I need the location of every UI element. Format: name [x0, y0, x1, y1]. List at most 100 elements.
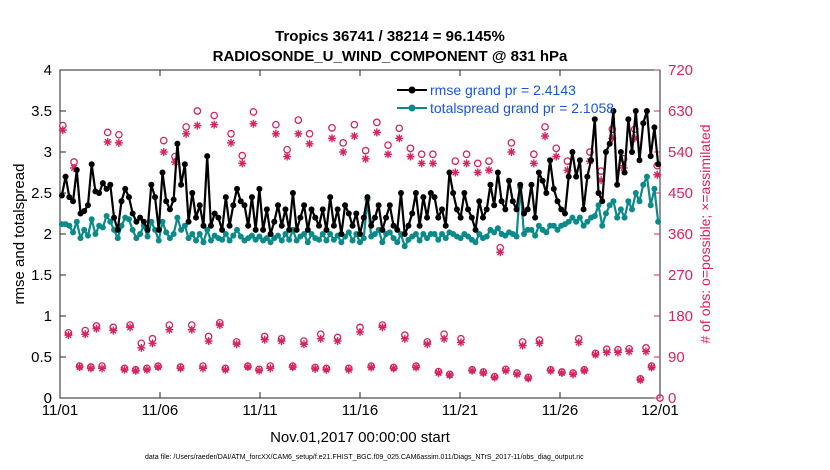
obs-assimilated-marker — [484, 166, 493, 175]
totalspread-point — [237, 233, 244, 240]
star-stroke — [311, 365, 319, 373]
star-stroke — [334, 337, 341, 345]
obs-assimilated-marker — [546, 366, 555, 375]
obs-assimilated-marker — [647, 363, 656, 372]
rmse-point — [397, 190, 404, 196]
rmse-point — [401, 231, 408, 237]
totalspread-point — [431, 231, 438, 237]
totalspread-point — [301, 231, 308, 237]
rmse-point — [561, 210, 568, 217]
obs-possible-marker — [529, 150, 538, 159]
rmse-point — [330, 222, 337, 229]
rmse-point — [185, 218, 192, 225]
totalspread-point — [267, 239, 274, 246]
star-stroke — [351, 132, 358, 140]
rmse-point — [360, 214, 367, 221]
rmse-point — [73, 167, 80, 174]
x-tick-label: 11/26 — [542, 402, 578, 419]
totalspread-point — [178, 226, 185, 233]
totalspread-point — [610, 198, 617, 205]
obs-assimilated-marker — [154, 363, 163, 372]
chart-marks — [58, 107, 664, 402]
rmse-point — [111, 214, 118, 221]
totalspread-point — [278, 237, 285, 244]
totalspread-point — [327, 231, 334, 237]
rmse-point — [468, 214, 475, 221]
rmse-point — [70, 198, 77, 205]
chart-title: Tropics 36741 / 38214 = 96.145% — [275, 28, 505, 45]
rmse-point — [412, 190, 419, 196]
rmse-point — [528, 181, 535, 188]
rmse-point — [96, 190, 103, 196]
rmse-point — [427, 190, 434, 196]
rmse-point — [234, 185, 241, 192]
obs-assimilated-marker — [243, 363, 252, 372]
obs-assimilated-marker — [378, 323, 387, 332]
star-stroke — [70, 164, 78, 172]
star-stroke — [468, 367, 476, 374]
obs-assimilated-marker — [227, 138, 236, 147]
star-stroke — [317, 335, 325, 343]
obs-assimilated-marker — [294, 129, 303, 138]
star-stroke — [244, 363, 252, 371]
y-right-tick-label: 540 — [668, 144, 693, 161]
star-stroke — [480, 369, 487, 377]
star-stroke — [581, 367, 588, 374]
obs-assimilated-marker — [535, 339, 544, 348]
rmse-point — [267, 231, 274, 237]
obs-assimilated-marker — [557, 368, 566, 377]
y-right-tick-label: 180 — [668, 308, 693, 325]
totalspread-point — [226, 237, 233, 244]
totalspread-point — [99, 224, 106, 231]
totalspread-point — [576, 214, 583, 221]
rmse-point — [155, 226, 162, 233]
rmse-point — [148, 181, 155, 188]
star-stroke — [614, 349, 622, 356]
rmse-point — [345, 210, 352, 217]
totalspread-point — [632, 190, 639, 196]
star-stroke — [182, 130, 190, 138]
rmse-point — [465, 206, 472, 213]
rmse-point — [498, 198, 505, 205]
totalspread-point — [330, 236, 337, 243]
rmse-point — [390, 222, 397, 229]
obs-assimilated-marker — [148, 339, 157, 348]
totalspread-point — [230, 232, 237, 239]
rmse-point — [599, 198, 606, 205]
totalspread-point — [629, 206, 636, 213]
star-stroke — [457, 339, 465, 346]
obs-assimilated-marker — [176, 364, 185, 373]
totalspread-point — [371, 231, 378, 237]
totalspread-point — [207, 237, 214, 244]
rmse-point — [334, 206, 341, 213]
rmse-point — [580, 206, 587, 213]
totalspread-point — [483, 233, 490, 240]
rmse-point — [655, 161, 662, 168]
obs-assimilated-marker — [131, 366, 140, 375]
totalspread-point — [174, 214, 181, 221]
totalspread-point — [304, 239, 311, 246]
obs-assimilated-marker — [395, 134, 404, 143]
obs-assimilated-marker — [266, 364, 275, 373]
rmse-point — [606, 140, 613, 147]
rmse-point — [461, 190, 468, 196]
rmse-point — [453, 206, 460, 213]
obs-possible-marker — [473, 159, 482, 168]
obs-assimilated-marker — [613, 348, 622, 357]
rmse-point — [88, 161, 95, 168]
totalspread-point — [643, 173, 650, 180]
star-stroke — [104, 138, 111, 146]
obs-assimilated-marker — [311, 364, 320, 373]
rmse-point — [409, 210, 416, 217]
star-stroke — [440, 335, 448, 343]
x-tick-label: 11/01 — [42, 402, 78, 419]
rmse-point — [163, 198, 170, 205]
star-stroke — [502, 367, 510, 374]
star-stroke — [452, 169, 459, 176]
rmse-point — [431, 194, 438, 201]
rmse-point — [483, 206, 490, 213]
obs-assimilated-marker — [159, 148, 168, 156]
star-stroke — [530, 160, 538, 167]
obs-possible-marker — [227, 129, 235, 138]
totalspread-point — [349, 237, 356, 244]
